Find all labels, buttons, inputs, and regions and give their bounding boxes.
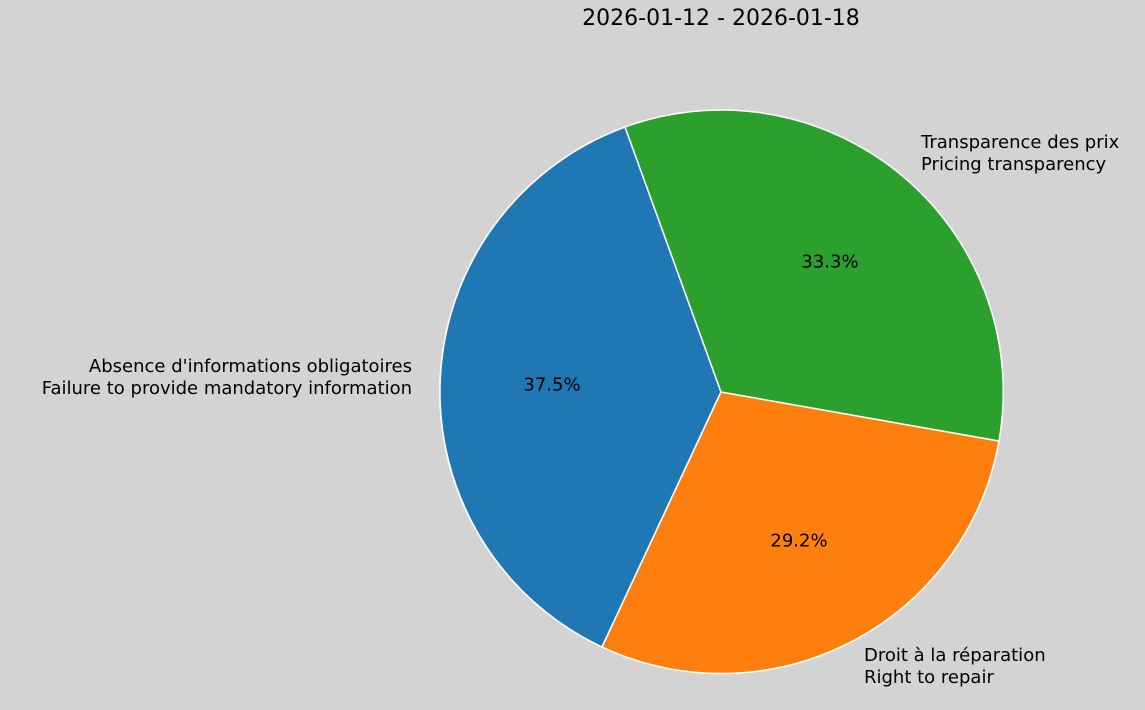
pct-label-right-to-repair: 29.2% [770, 530, 828, 552]
label-fr: Absence d'informations obligatoires [88, 356, 412, 377]
pie-slice-mandatory-information [439, 126, 722, 648]
pie-slice-right-to-repair [601, 391, 1000, 675]
pct-label-pricing-transparency: 33.3% [801, 251, 859, 273]
label-fr: Droit à la réparation [864, 645, 1046, 666]
label-fr: Transparence des prix [921, 132, 1120, 153]
slice-label-pricing-transparency: Transparence des prix Pricing transparen… [921, 132, 1119, 176]
label-en: Pricing transparency [921, 154, 1107, 175]
pct-label-mandatory-information: 37.5% [523, 374, 581, 396]
slice-label-mandatory-information: Absence d'informations obligatoires Fail… [42, 356, 412, 400]
label-en: Right to repair [864, 667, 994, 688]
label-en: Failure to provide mandatory information [41, 378, 412, 399]
slice-label-right-to-repair: Droit à la réparation Right to repair [864, 645, 1046, 689]
pie-slice-pricing-transparency [624, 109, 1004, 442]
chart-title: 2026-01-12 - 2026-01-18 [582, 6, 860, 31]
